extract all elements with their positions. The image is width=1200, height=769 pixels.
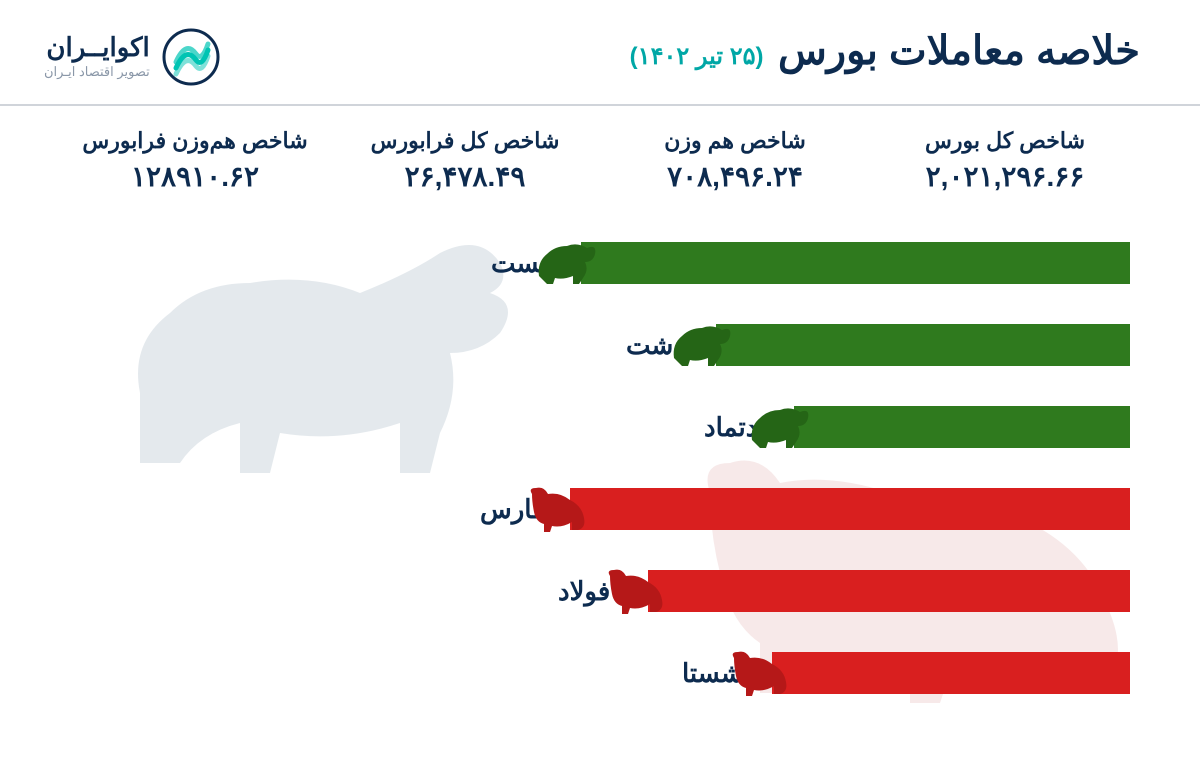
bar: [570, 488, 1130, 530]
brand-logo: اکوایــران تصویر اقتصاد ایـران: [44, 28, 220, 86]
stat-value: ۷۰۸,۴۹۶.۲۴: [600, 160, 870, 193]
page-title: خلاصه معاملات بورس: [778, 28, 1140, 74]
stat-value: ۲۶,۴۷۸.۴۹: [330, 160, 600, 193]
bar-row: دتماد: [0, 397, 1130, 457]
bar-row: فولاد: [0, 561, 1130, 621]
bar-row: سدشت: [0, 315, 1130, 375]
stat-value: ۲,۰۲۱,۲۹۶.۶۶: [870, 160, 1140, 193]
bar: [794, 406, 1130, 448]
bull-cap-icon: [750, 404, 812, 450]
header: خلاصه معاملات بورس (۲۵ تیر ۱۴۰۲) اکوایــ…: [0, 0, 1200, 86]
stat-item: شاخص هم‌وزن فرابورس ۱۲۸۹۱۰.۶۲: [60, 128, 330, 193]
stat-label: شاخص هم‌وزن فرابورس: [60, 128, 330, 154]
bar-row: شستا: [0, 643, 1130, 703]
bear-cap-icon: [604, 568, 666, 614]
bull-cap-icon: [672, 322, 734, 368]
chart-area: وپست سدشت دتماد فارس فولاد شستا: [0, 223, 1200, 743]
bar: [772, 652, 1130, 694]
brand-name: اکوایــران: [44, 34, 150, 60]
bull-cap-icon: [537, 240, 599, 286]
stat-item: شاخص کل بورس ۲,۰۲۱,۲۹۶.۶۶: [870, 128, 1140, 193]
stat-value: ۱۲۸۹۱۰.۶۲: [60, 160, 330, 193]
bar: [581, 242, 1130, 284]
bar: [648, 570, 1130, 612]
stat-item: شاخص کل فرابورس ۲۶,۴۷۸.۴۹: [330, 128, 600, 193]
brand-tagline: تصویر اقتصاد ایـران: [44, 64, 150, 80]
stat-label: شاخص هم وزن: [600, 128, 870, 154]
brand-mark-icon: [162, 28, 220, 86]
stat-label: شاخص کل فرابورس: [330, 128, 600, 154]
title-wrap: خلاصه معاملات بورس (۲۵ تیر ۱۴۰۲): [630, 28, 1140, 74]
stat-item: شاخص هم وزن ۷۰۸,۴۹۶.۲۴: [600, 128, 870, 193]
bar-row: وپست: [0, 233, 1130, 293]
bars-container: وپست سدشت دتماد فارس فولاد شستا: [0, 223, 1200, 703]
stats-row: شاخص کل بورس ۲,۰۲۱,۲۹۶.۶۶ شاخص هم وزن ۷۰…: [0, 106, 1200, 193]
bear-cap-icon: [728, 650, 790, 696]
bar-row: فارس: [0, 479, 1130, 539]
bear-cap-icon: [526, 486, 588, 532]
bar: [716, 324, 1130, 366]
stat-label: شاخص کل بورس: [870, 128, 1140, 154]
brand-text: اکوایــران تصویر اقتصاد ایـران: [44, 34, 150, 80]
page-date: (۲۵ تیر ۱۴۰۲): [630, 43, 764, 70]
